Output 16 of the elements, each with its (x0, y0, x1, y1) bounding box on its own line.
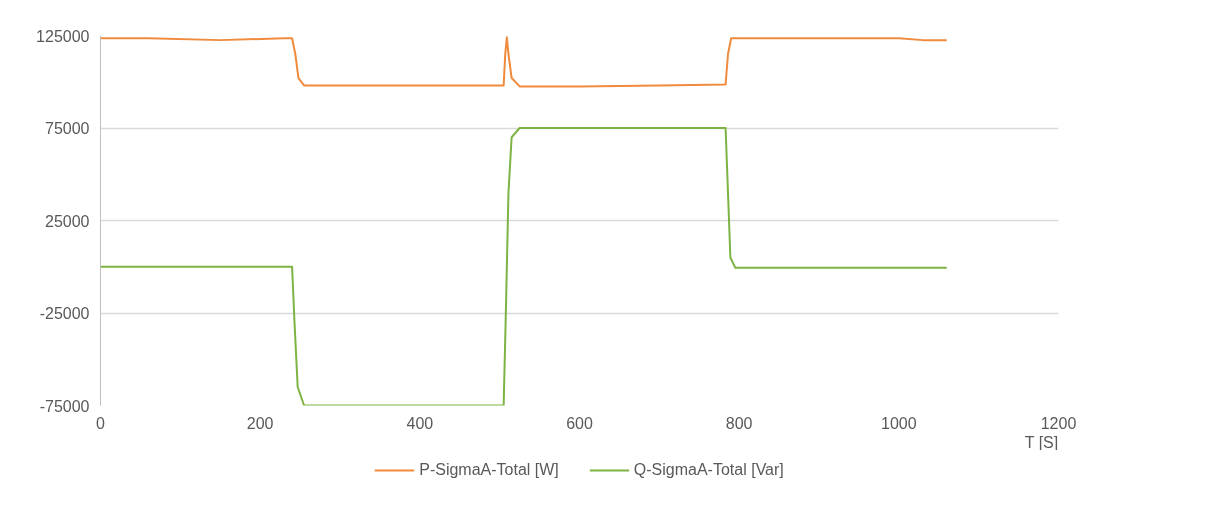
x-tick-label: 1000 (881, 414, 917, 432)
line-series (100, 36, 948, 88)
x-tick-label: 200 (246, 414, 274, 432)
y-tick-label: 75000 (45, 120, 90, 137)
y-tick-label: -75000 (39, 397, 90, 415)
x-tick-label: 0 (96, 414, 106, 432)
legend-label: P-SigmaA-Total [W] (419, 461, 559, 479)
x-tick-label: 600 (566, 414, 593, 432)
x-axis-title: T [S] (1024, 433, 1059, 451)
y-tick-label: -25000 (39, 305, 90, 322)
y-tick-label: 25000 (45, 212, 90, 230)
legend-label: Q-SigmaA-Total [Var] (633, 461, 784, 479)
x-tick-label: 400 (406, 414, 434, 432)
x-tick-label: 800 (725, 414, 753, 432)
x-tick-label: 1200 (1040, 414, 1077, 432)
y-tick-label: 125000 (36, 27, 90, 45)
